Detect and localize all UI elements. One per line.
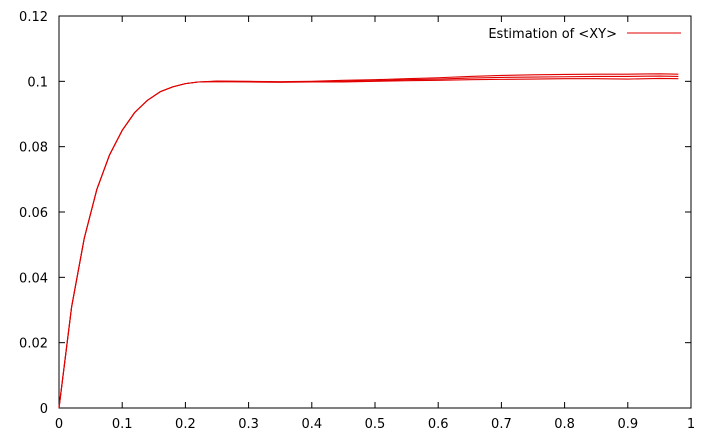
plot-border (58, 15, 692, 409)
plot-frame (58, 15, 692, 409)
y-tick-label: 0.02 (19, 337, 48, 352)
x-tick-label: 0.8 (554, 417, 575, 432)
axis-ticks (58, 15, 692, 409)
series-line-2 (58, 75, 679, 409)
y-tick-label: 0.04 (19, 271, 48, 286)
axis-tick-labels: 0 0.1 0.2 0.3 0.4 0.5 0.6 0.7 0.8 0.9 1 0 0.02 0.04 0.… (19, 10, 695, 432)
y-tick-label: 0 (40, 402, 48, 417)
x-tick-label: 0.9 (617, 417, 638, 432)
series-line-1 (58, 73, 679, 409)
legend-label: Estimation of <XY> (488, 27, 617, 42)
x-tick-label: 0.4 (301, 417, 322, 432)
y-tick-label: 0.1 (27, 75, 48, 90)
x-tick-label: 0.6 (428, 417, 449, 432)
x-tick-label: 1 (687, 417, 695, 432)
x-tick-label: 0.3 (238, 417, 259, 432)
series-line-3 (58, 77, 679, 409)
series-lines (58, 73, 679, 409)
legend: Estimation of <XY> (488, 27, 681, 42)
x-tick-label: 0 (55, 417, 63, 432)
x-tick-label: 0.2 (175, 417, 196, 432)
x-tick-label: 0.1 (112, 417, 133, 432)
x-tick-label: 0.5 (365, 417, 386, 432)
y-tick-label: 0.08 (19, 141, 48, 156)
x-tick-label: 0.7 (491, 417, 512, 432)
y-tick-label: 0.12 (19, 10, 48, 25)
y-tick-label: 0.06 (19, 206, 48, 221)
